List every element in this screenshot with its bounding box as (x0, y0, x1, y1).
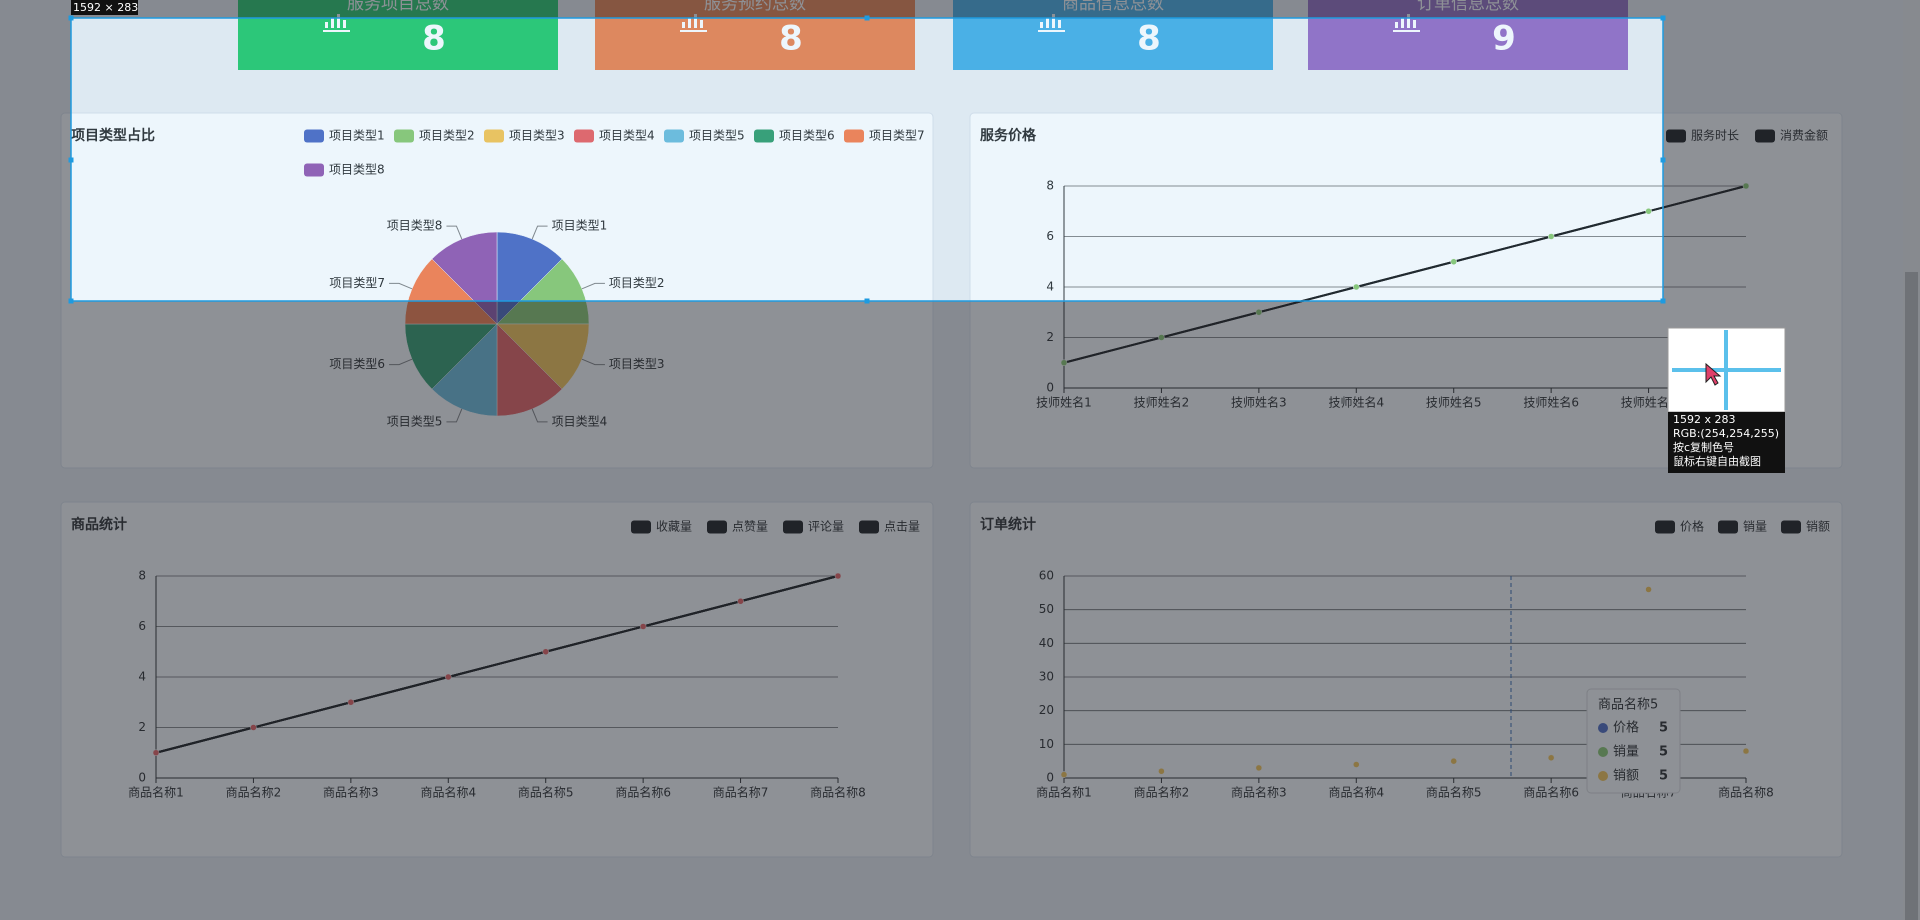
icon-bar (1052, 14, 1055, 28)
card-value: 8 (779, 19, 803, 59)
legend-swatch (304, 163, 324, 177)
icon-bar (1046, 18, 1049, 28)
chart-title: 项目类型占比 (71, 127, 155, 144)
card-icon (680, 14, 707, 32)
legend-swatch (574, 129, 594, 143)
data-point (1547, 233, 1555, 240)
icon-bar (331, 18, 334, 28)
icon-bar (1401, 18, 1404, 28)
selection-handle (1660, 298, 1666, 304)
magnifier-info: 鼠标右键自由截图 (1673, 454, 1761, 468)
legend-label: 项目类型1 (329, 129, 385, 143)
label-line (531, 225, 548, 240)
slice-label: 项目类型1 (552, 219, 608, 233)
legend-label: 项目类型7 (869, 129, 925, 143)
size-label: 1592 × 283 (73, 1, 138, 14)
size-label-bg (71, 0, 138, 15)
icon-bar (325, 22, 328, 28)
card-icon (323, 14, 350, 32)
magnifier-info: RGB:(254,254,255) (1673, 427, 1779, 440)
selection-handle (864, 15, 870, 21)
selection-handle (68, 298, 74, 304)
legend-label: 项目类型5 (689, 129, 745, 143)
data-point (1645, 208, 1652, 215)
legend-swatch (664, 129, 684, 143)
icon-base (680, 30, 707, 32)
y-tick-label: 8 (1046, 179, 1054, 193)
legend-swatch (484, 129, 504, 143)
icon-bar (337, 14, 340, 28)
selection-handle (68, 15, 74, 21)
icon-base (1038, 30, 1065, 32)
y-tick-label: 4 (1046, 280, 1054, 294)
data-point (1353, 283, 1360, 291)
card-value: 8 (422, 19, 446, 59)
icon-bar (1413, 20, 1416, 28)
chart-title: 服务价格 (980, 127, 1037, 144)
slice-label: 项目类型8 (387, 219, 443, 233)
legend-swatch (304, 129, 324, 143)
legend-label: 项目类型3 (509, 129, 565, 143)
card-value: 9 (1492, 19, 1516, 59)
legend-swatch (844, 129, 864, 143)
magnifier-info: 按c复制色号 (1673, 440, 1734, 454)
slice-label: 项目类型2 (609, 276, 665, 290)
y-tick-label: 6 (1046, 229, 1054, 243)
magnifier-info: 1592 x 283 (1673, 413, 1736, 426)
icon-base (323, 30, 350, 32)
legend-label: 项目类型2 (419, 129, 475, 143)
card-icon (1038, 14, 1065, 32)
legend-label: 项目类型6 (779, 129, 835, 143)
label-line (446, 225, 463, 240)
selection-handle (68, 157, 74, 163)
slice-label: 项目类型7 (329, 276, 385, 290)
icon-base (1393, 30, 1420, 32)
selection-handle (1660, 157, 1666, 163)
legend-label: 项目类型4 (599, 129, 655, 143)
label-line (581, 282, 605, 290)
card-icon (1393, 14, 1420, 32)
icon-bar (682, 22, 685, 28)
selection-tint (70, 17, 1664, 302)
data-point (1450, 258, 1457, 265)
card-value: 8 (1137, 19, 1161, 59)
magnifier-info-bg (1668, 412, 1785, 473)
legend-swatch (754, 129, 774, 143)
icon-bar (1395, 22, 1398, 28)
legend-label: 项目类型8 (329, 163, 385, 177)
label-line (389, 282, 413, 290)
icon-bar (1407, 14, 1410, 28)
icon-bar (688, 18, 691, 28)
icon-bar (1040, 22, 1043, 28)
legend-swatch (394, 129, 414, 143)
icon-bar (700, 20, 703, 28)
selection-handle (864, 298, 870, 304)
icon-bar (343, 20, 346, 28)
selection-handle (1660, 15, 1666, 21)
icon-bar (1058, 20, 1061, 28)
icon-bar (694, 14, 697, 28)
cursor (1705, 362, 1722, 386)
